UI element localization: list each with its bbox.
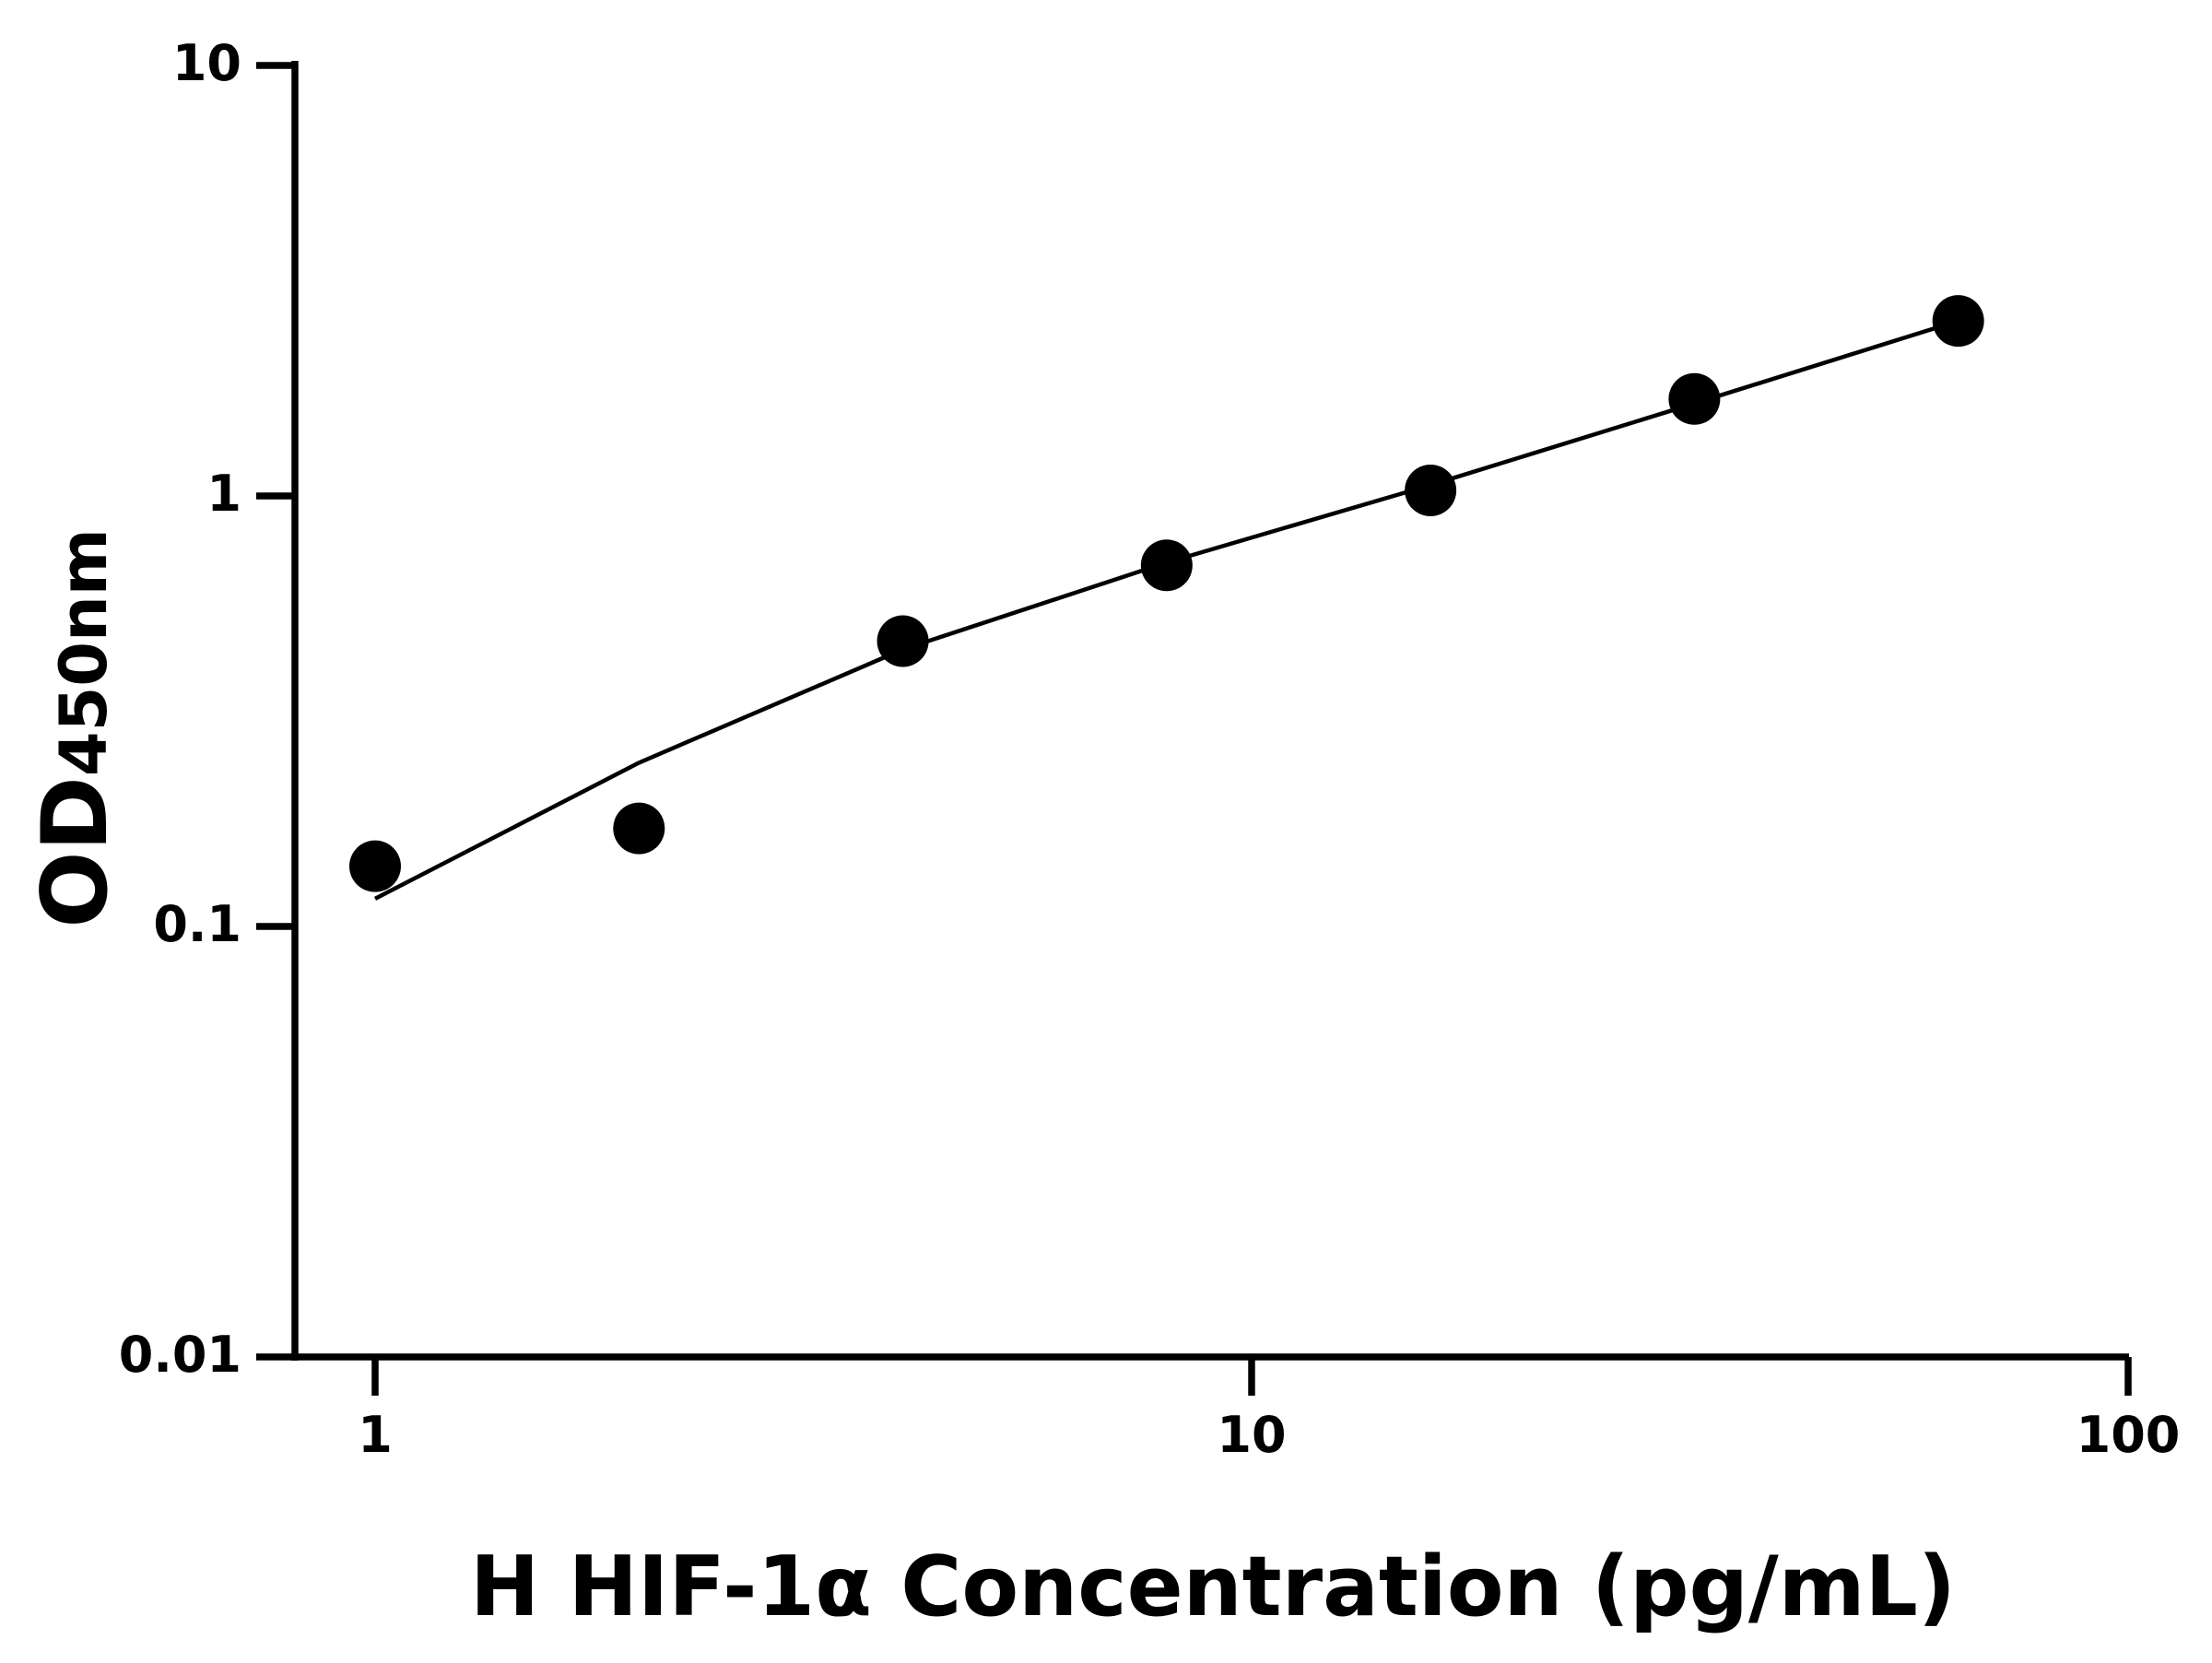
data-point xyxy=(1668,372,1721,425)
y-tick-label: 1 xyxy=(206,465,241,523)
y-axis-label-subscript: 450nm xyxy=(46,528,122,776)
data-point xyxy=(1405,465,1457,517)
data-point xyxy=(613,802,665,855)
y-tick-label: 0.01 xyxy=(119,1326,241,1384)
x-tick-label: 1 xyxy=(358,1406,393,1464)
y-tick-label: 10 xyxy=(172,34,241,92)
svg-text:OD450nm: OD450nm xyxy=(23,528,128,928)
fit-curve xyxy=(373,318,1959,901)
x-axis-label: H HIF-1α Concentration (pg/mL) xyxy=(470,1539,1956,1635)
x-tick-label: 10 xyxy=(1217,1406,1286,1464)
data-point xyxy=(877,615,929,667)
y-axis-label: OD450nm xyxy=(23,528,128,928)
y-axis-label-main: OD xyxy=(23,776,128,928)
x-tick-label: 100 xyxy=(2077,1406,2181,1464)
data-point xyxy=(1932,295,1984,348)
data-point xyxy=(349,840,401,892)
data-point xyxy=(1140,539,1193,592)
y-tick-label: 0.1 xyxy=(153,895,241,953)
